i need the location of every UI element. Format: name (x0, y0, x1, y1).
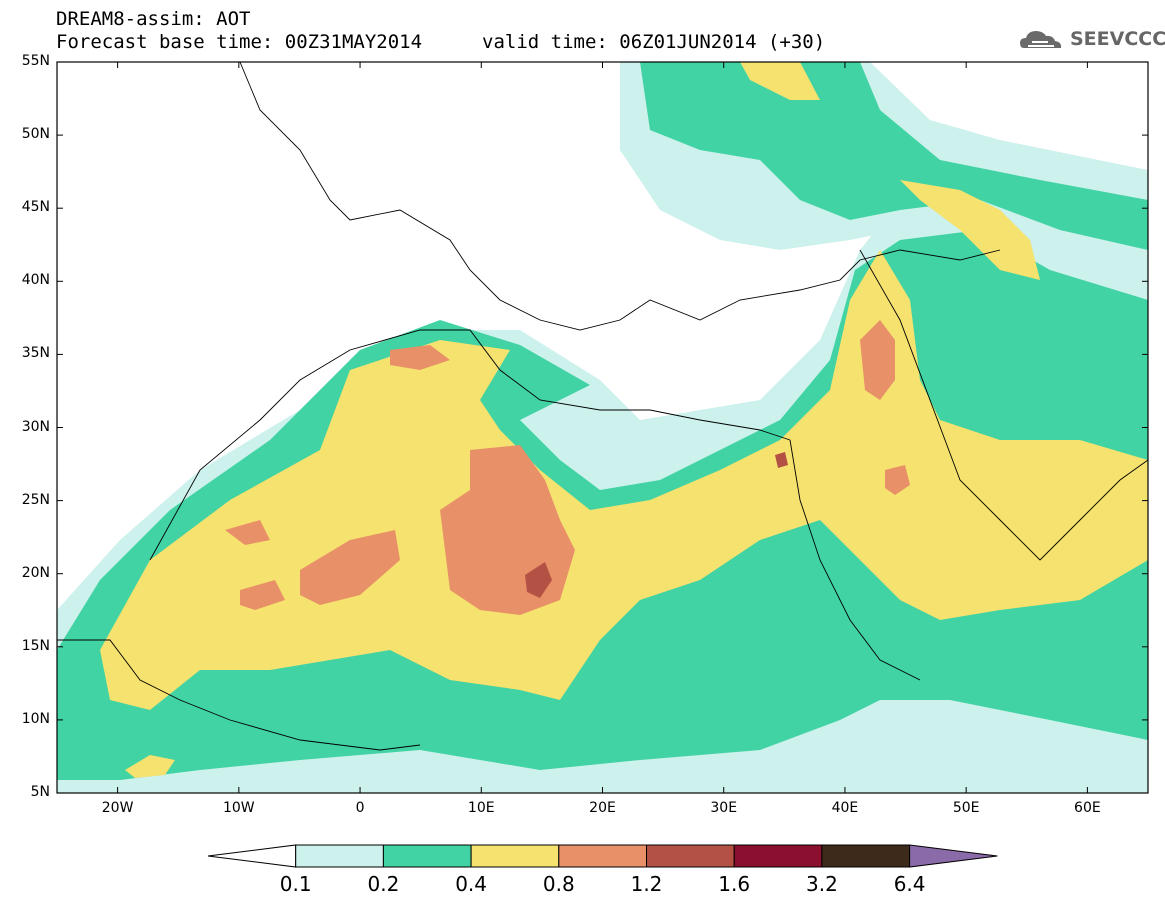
valid-time-label: valid time: 06Z01JUN2014 (+30) (482, 31, 826, 53)
colorbar-under-arrow (207, 844, 297, 868)
lat-label: 35N (21, 345, 50, 362)
title-line-1: DREAM8-assim: AOT (56, 8, 251, 30)
contour-0.8 (300, 530, 400, 605)
colorbar-segment (821, 844, 911, 868)
lat-label: 5N (30, 784, 50, 800)
lon-label: 60E (1074, 800, 1101, 816)
lat-label: 50N (21, 126, 50, 143)
colorbar-level-label: 0.4 (455, 872, 487, 896)
colorbar-level-label: 3.2 (805, 872, 838, 896)
lat-label: 10N (21, 710, 50, 727)
lon-ticks (117, 62, 1088, 793)
contour-0.8 (240, 580, 285, 610)
lat-label: 30N (21, 418, 50, 435)
colorbar-level-label: 0.8 (542, 872, 575, 896)
lon-label: 10W (222, 800, 255, 816)
colorbar-segment (646, 844, 735, 868)
logo-text: SEEVCCC (1070, 28, 1165, 50)
coastlines (57, 61, 1149, 751)
colorbar-level-label: 0.1 (279, 872, 312, 896)
colorbar-segment (382, 844, 472, 868)
lon-label: 20E (589, 800, 616, 816)
contour-0.8 (885, 465, 910, 495)
colorbar-level-label: 1.2 (630, 872, 663, 896)
colorbar-level-label: 1.6 (718, 872, 751, 896)
contour-1.2 (775, 452, 788, 468)
contour-0.2 (640, 62, 1148, 250)
lat-label: 55N (21, 53, 50, 69)
aot-contours (57, 62, 1148, 793)
lat-ticks (57, 61, 1148, 794)
colorbar-segment (295, 844, 384, 868)
contour-0.8 (390, 345, 450, 370)
lon-label: 20W (101, 800, 134, 816)
contour-0.8 (860, 320, 895, 400)
cloud-logo-icon (1020, 31, 1062, 48)
contour-0.4 (740, 62, 820, 100)
colorbar-level-label: 0.2 (367, 872, 400, 896)
lat-label: 20N (21, 564, 50, 581)
contour-0.4 (900, 180, 1040, 280)
lon-label: 40E (831, 800, 859, 816)
colorbar-segment (733, 844, 823, 868)
colorbar (207, 844, 998, 868)
lon-label: 30E (710, 800, 738, 816)
contour-1.2 (525, 562, 552, 598)
lon-label: 50E (952, 800, 980, 816)
colorbar-over-arrow (909, 844, 998, 868)
contour-0.4 (125, 755, 175, 778)
lat-label: 25N (21, 491, 50, 508)
lat-label: 15N (21, 637, 50, 654)
lat-label: 40N (21, 272, 50, 289)
lat-label: 45N (21, 199, 50, 216)
colorbar-segment (470, 844, 560, 868)
colorbar-level-label: 6.4 (893, 872, 926, 896)
lon-label: 0 (355, 800, 365, 816)
lon-label: 10E (467, 800, 495, 816)
colorbar-segment (558, 844, 647, 868)
title-line-2: Forecast base time: 00Z31MAY2014 (56, 31, 423, 53)
contour-0.8 (225, 520, 270, 545)
